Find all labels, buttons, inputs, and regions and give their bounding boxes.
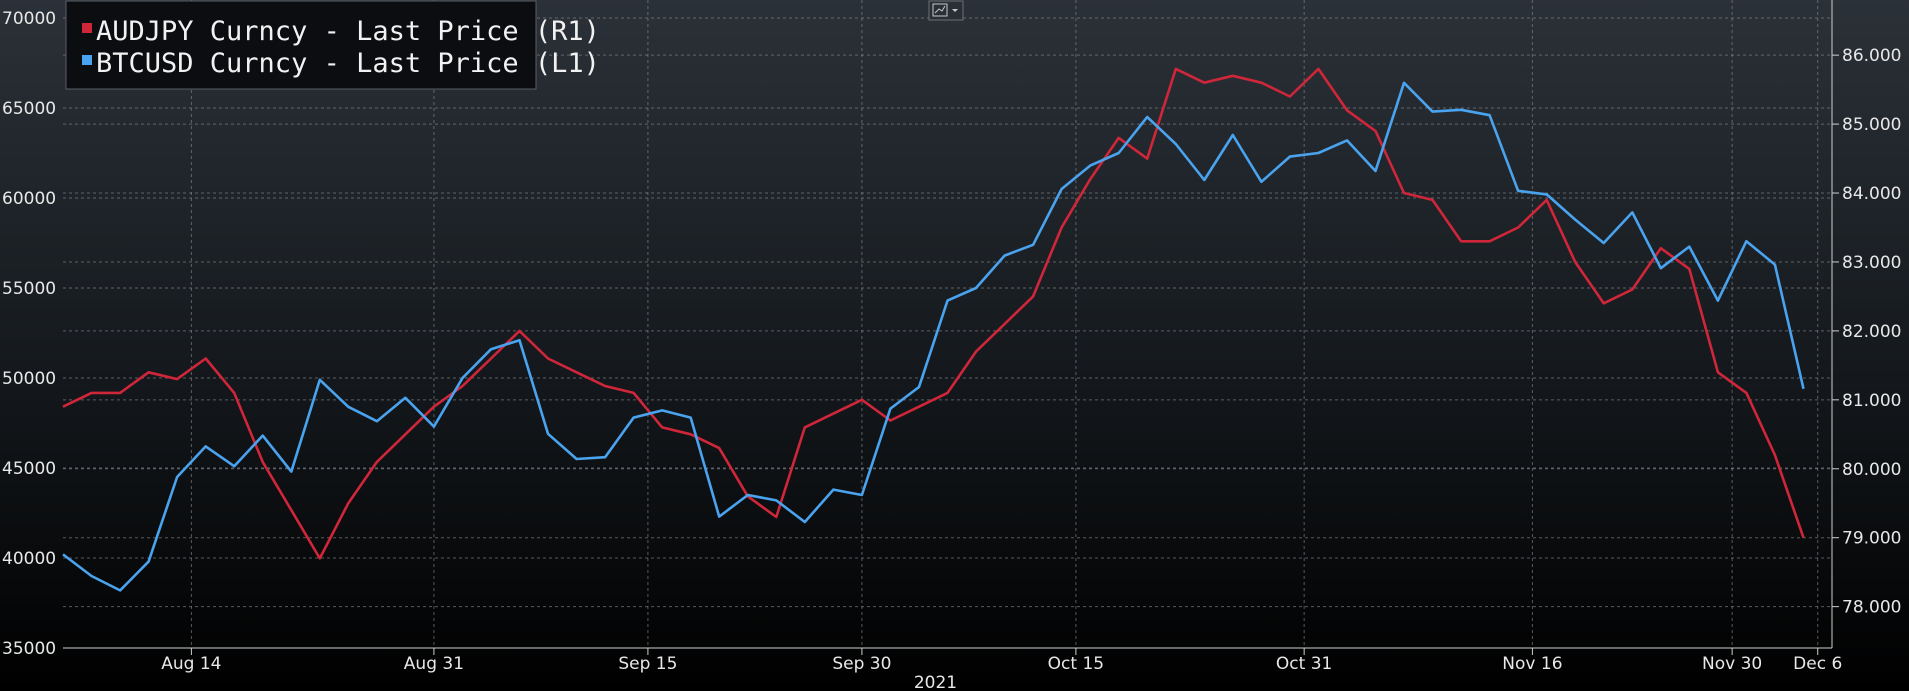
y-tick-label-right: 82.000: [1842, 322, 1901, 342]
legend-label-btcusd: BTCUSD Curncy - Last Price (L1): [96, 48, 600, 79]
x-tick-label: Oct 15: [1048, 654, 1104, 674]
y-tick-label-right: 85.000: [1842, 115, 1901, 135]
y-tick-label-left: 70000: [2, 9, 56, 29]
y-tick-label-right: 86.000: [1842, 46, 1901, 66]
x-tick-label: Oct 31: [1276, 654, 1332, 674]
y-tick-label-left: 35000: [2, 639, 56, 659]
y-tick-label-left: 65000: [2, 99, 56, 119]
chevron-down-icon: [952, 9, 958, 12]
chart-type-icon: [932, 3, 948, 17]
y-tick-label-left: 55000: [2, 279, 56, 299]
grid: [63, 0, 1832, 649]
y-tick-label-right: 80.000: [1842, 460, 1901, 480]
y-tick-label-left: 45000: [2, 459, 56, 479]
y-tick-label-right: 79.000: [1842, 529, 1901, 549]
chart-type-button[interactable]: [928, 0, 964, 21]
legend-swatch-audjpy: [82, 23, 92, 33]
legend-swatch-btcusd: [82, 55, 92, 65]
axes: [63, 0, 1833, 649]
year-label: 2021: [914, 673, 957, 691]
y-tick-label-right: 83.000: [1842, 253, 1901, 273]
y-tick-label-left: 40000: [2, 549, 56, 569]
x-tick-label: Nov 30: [1702, 654, 1762, 674]
x-tick-label: Dec 6: [1793, 654, 1842, 674]
x-tick-label: Aug 14: [161, 654, 221, 674]
x-tick-label: Sep 15: [618, 654, 677, 674]
series-line-btcusd: [62, 81, 1805, 592]
tick-labels: 35000 40000 45000 50000 55000 60000 65000 70000…: [2, 9, 1901, 674]
x-tick-label: Sep 30: [832, 654, 891, 674]
legend-label-audjpy: AUDJPY Curncy - Last Price (R1): [96, 16, 600, 47]
series-lines: [62, 67, 1805, 592]
y-tick-label-right: 78.000: [1842, 598, 1901, 618]
series-line-audjpy: [62, 67, 1805, 560]
y-tick-label-right: 84.000: [1842, 184, 1901, 204]
y-tick-label-left: 50000: [2, 369, 56, 389]
x-tick-label: Aug 31: [404, 654, 464, 674]
y-tick-label-right: 81.000: [1842, 391, 1901, 411]
x-tick-label: Nov 16: [1502, 654, 1562, 674]
legend[interactable]: AUDJPY Curncy - Last Price (R1) BTCUSD C…: [65, 0, 600, 90]
legend-box: [65, 0, 537, 90]
y-tick-label-left: 60000: [2, 189, 56, 209]
chart-type-button-frame: [928, 0, 964, 21]
